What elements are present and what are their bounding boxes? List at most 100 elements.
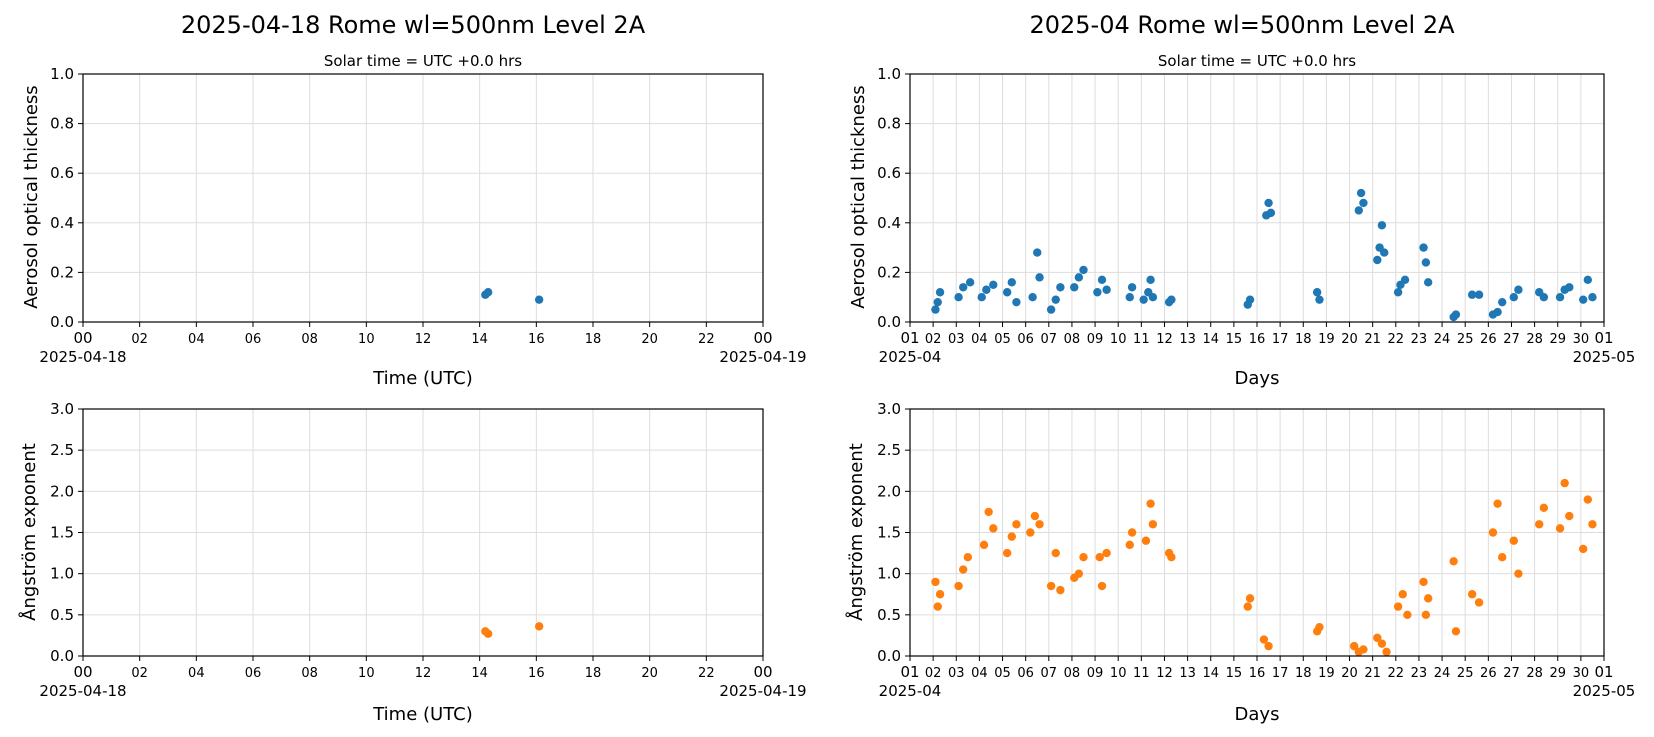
x-start-date-label: 2025-04-18 [39, 682, 126, 700]
data-point [1051, 548, 1060, 558]
x-tick-label: 14 [471, 332, 488, 347]
data-point [1012, 297, 1021, 307]
left-title: 2025-04-18 Rome wl=500nm Level 2A [181, 11, 646, 39]
data-point [1074, 273, 1084, 282]
data-point [1097, 581, 1107, 591]
x-tick-label: 23 [1411, 332, 1428, 347]
x-tick-label: 15 [1226, 332, 1243, 347]
data-point [1007, 532, 1016, 541]
data-point [1070, 283, 1079, 292]
data-point [1403, 610, 1412, 620]
x-tick-label: 04 [188, 332, 205, 347]
data-point [1245, 295, 1255, 304]
data-point [1382, 647, 1391, 657]
monthly-angstrom-panel: 01 02 03 04 05 06 07 08 09 10 11 12 13 14 15 16 17 18 19 20… [877, 400, 1635, 700]
data-point [1467, 590, 1477, 599]
data-point [1555, 293, 1565, 302]
x-tick-label: 11 [1133, 332, 1150, 347]
data-point [1356, 188, 1366, 198]
x-tick-label: 08 [301, 666, 318, 681]
x-tick-label: 14 [1202, 332, 1219, 347]
data-point [1421, 610, 1431, 620]
data-point [1102, 548, 1111, 558]
x-tick-label: 12 [1156, 666, 1173, 681]
data-point [1474, 598, 1484, 607]
x-tick-label: 08 [1064, 332, 1081, 347]
data-point [1373, 255, 1382, 265]
data-point [1051, 295, 1060, 304]
data-point [1514, 569, 1523, 578]
data-point [979, 540, 989, 550]
x-tick-label: 14 [1202, 666, 1219, 681]
x-tick-label: 22 [1388, 332, 1405, 347]
x-tick-label: 04 [971, 666, 988, 681]
data-point [1012, 520, 1021, 529]
x-tick-label: 04 [188, 666, 205, 681]
x-tick-label: 06 [245, 332, 262, 347]
x-tick-label: 05 [994, 332, 1011, 347]
x-tick-label: 19 [1318, 332, 1335, 347]
data-point [1509, 536, 1518, 545]
data-point [984, 507, 993, 517]
data-point [1259, 635, 1269, 644]
x-start-date-label: 2025-04-18 [39, 348, 126, 366]
x-tick-label: 27 [1503, 666, 1520, 681]
y-tick-label: 0.8 [50, 115, 74, 133]
data-point [1028, 293, 1037, 302]
x-tick-label: 07 [1041, 332, 1058, 347]
data-point [1359, 645, 1368, 654]
y-tick-label: 0.0 [50, 313, 74, 331]
data-point [989, 524, 998, 533]
data-point [1393, 602, 1403, 611]
y-tick-label: 0.2 [877, 263, 901, 281]
x-start-date-label: 2025-04 [879, 682, 942, 700]
data-point [1035, 520, 1044, 529]
x-tick-label: 20 [1341, 332, 1358, 347]
x-tick-label: 21 [1364, 666, 1381, 681]
data-point [1167, 295, 1176, 304]
data-point [1451, 627, 1461, 636]
plot-frame [909, 408, 1605, 657]
x-tick-label: 02 [925, 332, 942, 347]
x-tick-label: 06 [245, 666, 262, 681]
right-bottom-ylabel: Ångström exponent [845, 443, 867, 621]
x-tick-label: 22 [1388, 666, 1405, 681]
data-point [963, 553, 973, 562]
data-point [1046, 305, 1056, 314]
y-tick-label: 0.5 [877, 606, 901, 624]
data-point [931, 577, 940, 587]
data-point [1578, 295, 1588, 304]
x-tick-label: 16 [1249, 332, 1266, 347]
x-tick-label: 06 [1017, 332, 1034, 347]
data-point [1377, 221, 1387, 230]
data-point [982, 285, 991, 294]
data-point [935, 590, 945, 599]
data-point [1125, 540, 1134, 550]
data-point [1002, 548, 1012, 558]
x-tick-label: 11 [1133, 666, 1150, 681]
x-tick-label: 12 [415, 666, 432, 681]
data-point [1148, 520, 1158, 529]
plot-frame [82, 73, 764, 323]
x-tick-label: 07 [1041, 666, 1058, 681]
data-point [1583, 495, 1593, 504]
data-point [1588, 520, 1597, 529]
x-tick-label: 10 [1110, 332, 1127, 347]
x-tick-label: 16 [528, 332, 545, 347]
data-point [1451, 310, 1461, 319]
data-point [1565, 511, 1574, 521]
data-point [1509, 293, 1518, 302]
x-tick-label: 28 [1526, 666, 1543, 681]
data-point [1583, 275, 1593, 285]
x-tick-label: 08 [301, 332, 318, 347]
data-point [1578, 544, 1588, 554]
data-point [1539, 293, 1549, 302]
x-tick-label: 18 [585, 332, 602, 347]
data-point [965, 278, 975, 287]
data-point [1419, 577, 1428, 587]
data-point [483, 288, 493, 297]
x-tick-label: 30 [1573, 332, 1590, 347]
x-tick-label: 29 [1549, 332, 1566, 347]
